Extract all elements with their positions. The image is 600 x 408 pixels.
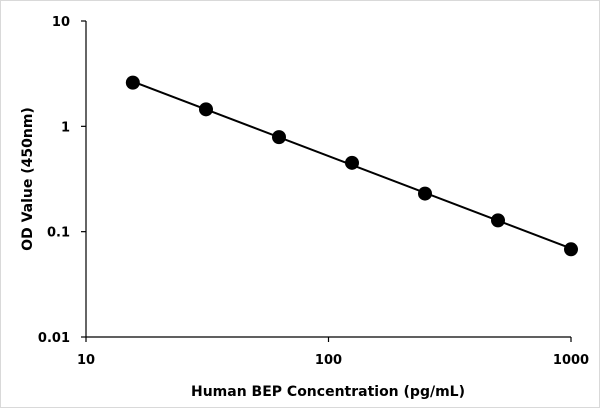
data-point <box>491 213 506 228</box>
x-tick-label: 100 <box>315 353 342 368</box>
data-point <box>199 102 214 117</box>
y-tick-label: 0.1 <box>47 226 70 241</box>
y-tick-label: 10 <box>52 15 70 30</box>
x-tick-label: 1000 <box>553 353 589 368</box>
x-axis-ticks: 10 100 1000 <box>77 337 589 368</box>
x-tick-label: 10 <box>77 353 95 368</box>
data-point <box>418 186 433 201</box>
data-point <box>272 130 287 145</box>
y-tick-label: 0.01 <box>38 331 70 346</box>
data-points-layer <box>125 75 578 257</box>
data-point <box>125 75 140 90</box>
y-tick-label: 1 <box>61 120 70 135</box>
x-axis-title: Human BEP Concentration (pg/mL) <box>191 384 465 400</box>
y-axis-ticks: 10 1 0.1 0.01 <box>38 15 86 346</box>
data-point <box>345 155 360 170</box>
data-point <box>564 242 578 257</box>
y-axis-title: OD Value (450nm) <box>20 107 36 251</box>
